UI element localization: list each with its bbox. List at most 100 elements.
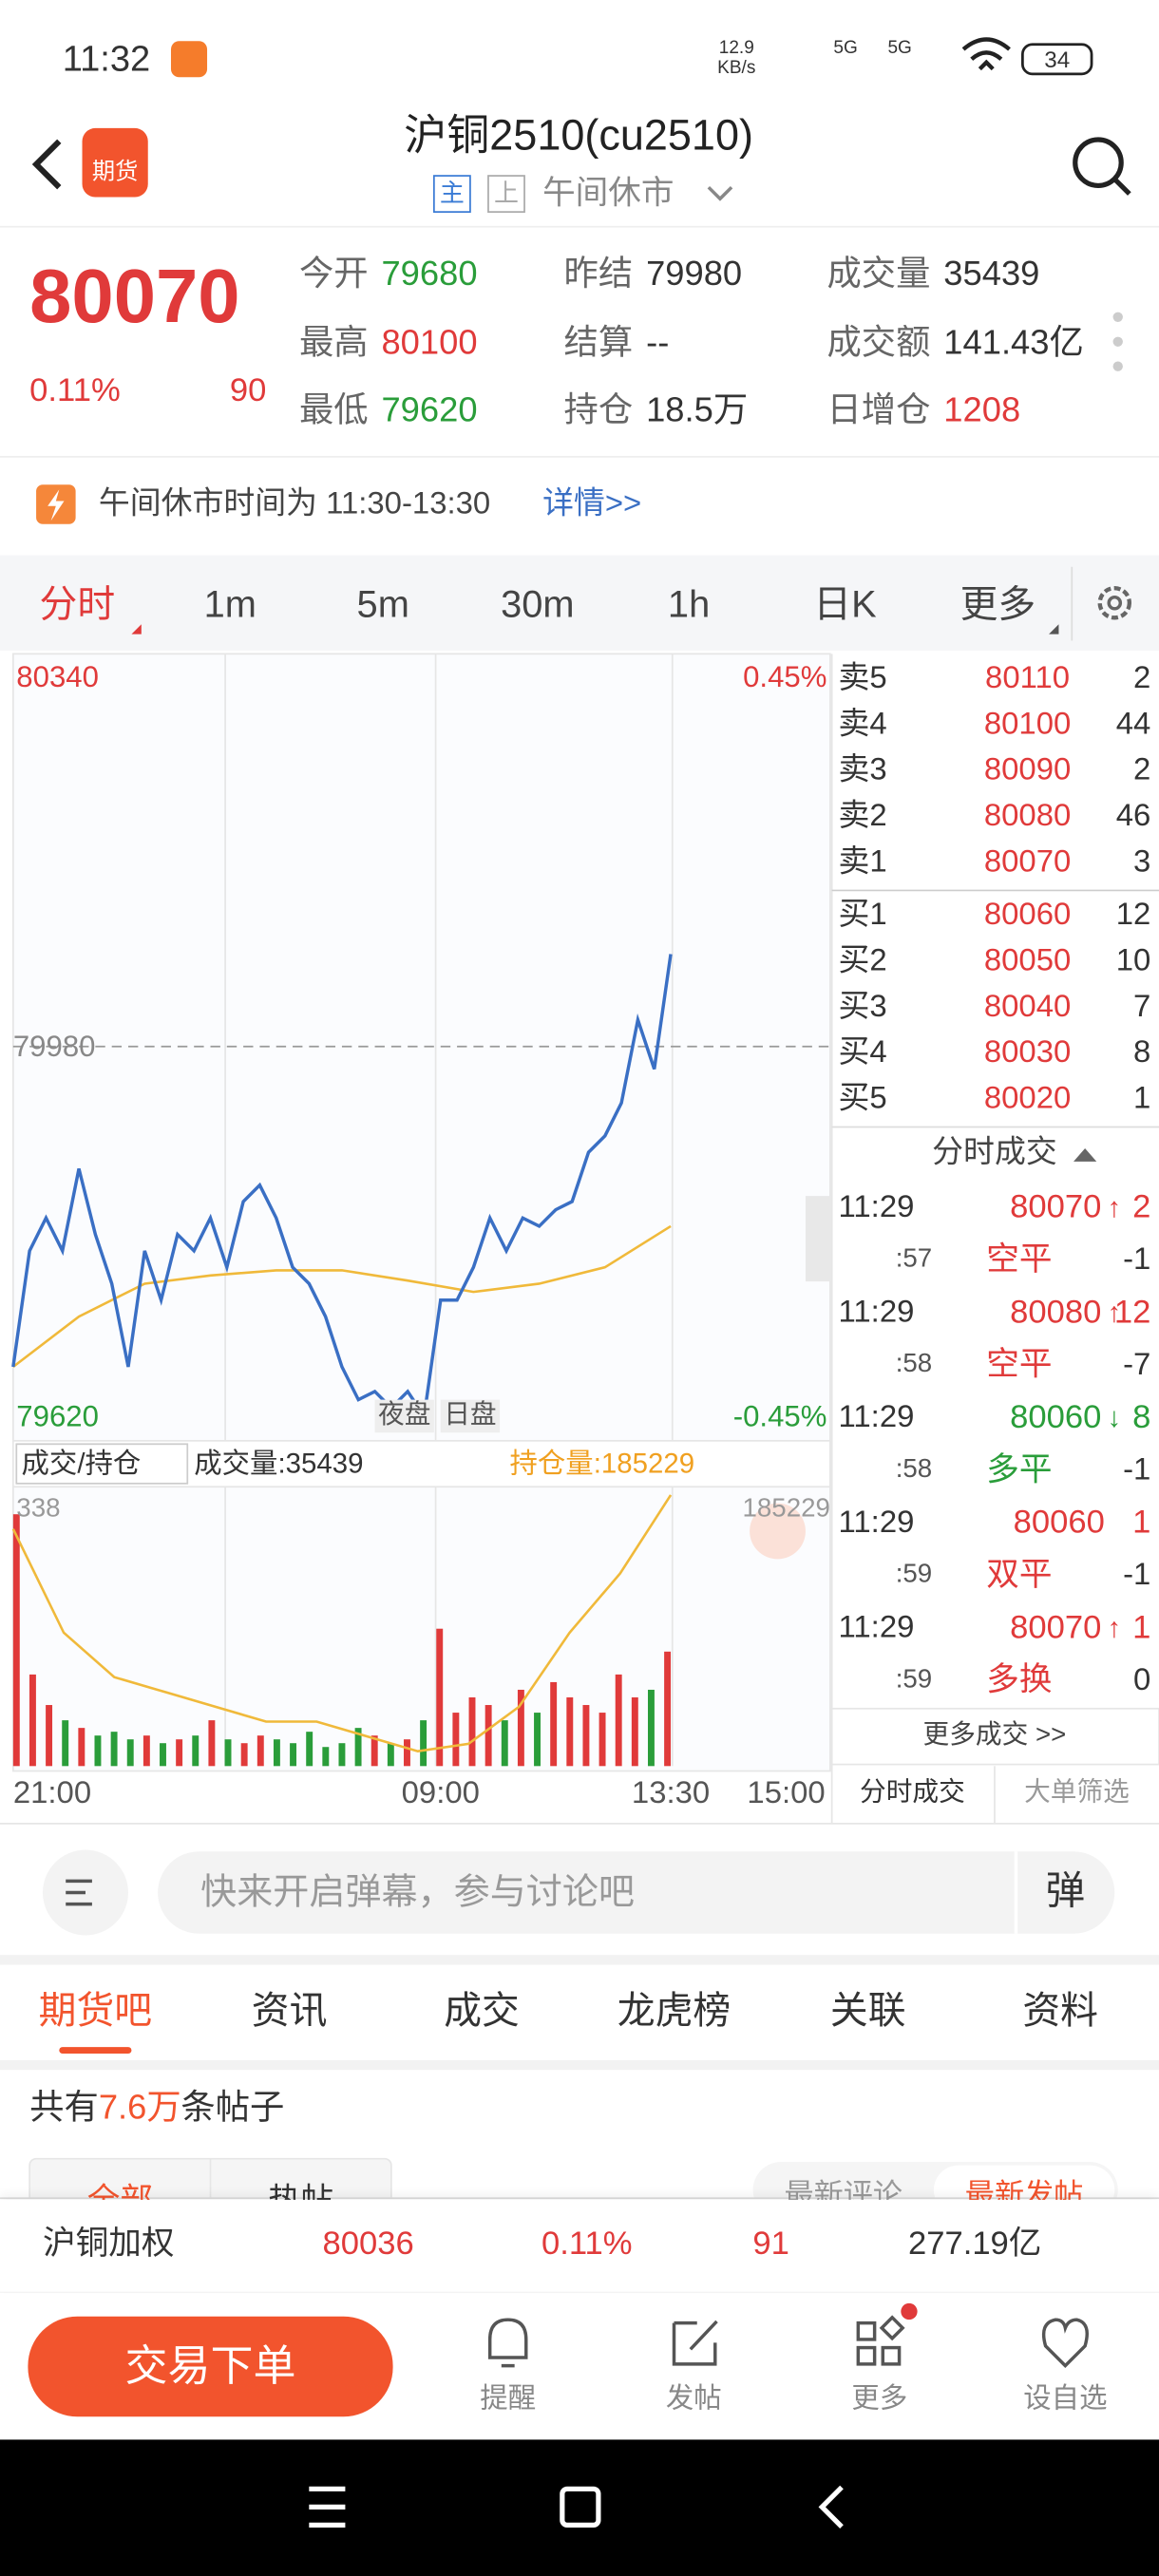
trade-qty: 8 [1132, 1399, 1151, 1436]
trade-time: 11:29 [838, 1190, 915, 1225]
period-tab[interactable]: 30m [501, 582, 575, 626]
search-button[interactable] [1073, 137, 1124, 189]
section-tab[interactable]: 期货吧 [38, 1988, 153, 2032]
trades-tab[interactable]: 分时成交 [860, 1779, 965, 1808]
book-qty: 12 [1115, 898, 1151, 933]
title: 沪铜2510(cu2510) [404, 109, 753, 160]
back-button[interactable] [31, 139, 62, 190]
book-price: 80050 [983, 943, 1072, 978]
x-tick-label: 13:30 [631, 1776, 711, 1811]
section-tab[interactable]: 龙虎榜 [617, 1988, 732, 2032]
tab-band [0, 555, 1159, 651]
book-price: 80030 [983, 1035, 1072, 1070]
nav-item[interactable]: 更多 [851, 2382, 908, 2415]
signal: 5G [887, 38, 912, 59]
trade-price: 80070 [1010, 1189, 1102, 1226]
stat-value: -- [646, 323, 670, 362]
volume-bar [354, 1728, 362, 1767]
pct-label: -0.45% [732, 1399, 827, 1433]
volume-bar [582, 1705, 590, 1767]
volume-bar [126, 1739, 134, 1767]
expand-button[interactable] [750, 1503, 806, 1560]
volume-bar [598, 1713, 606, 1767]
tab-underline [59, 2047, 132, 2054]
volume-total: 成交量:35439 [194, 1448, 364, 1480]
volume-bar [62, 1720, 69, 1767]
nav-item[interactable]: 设自选 [1023, 2382, 1108, 2415]
trade-qty: 2 [1132, 1189, 1151, 1226]
volume-bar [664, 1651, 672, 1767]
danmaku-icon [66, 1879, 92, 1906]
trade-time: 11:29 [838, 1610, 915, 1646]
nav-item[interactable]: 发帖 [665, 2382, 722, 2415]
volume-bar [240, 1743, 248, 1767]
period-tab[interactable]: 5m [356, 582, 409, 626]
collapse-arrow [1074, 1147, 1097, 1162]
period-tab[interactable]: 更多 [960, 582, 1036, 626]
period-tab[interactable]: 1h [667, 582, 711, 626]
home-key[interactable] [560, 2486, 601, 2528]
section-tab[interactable]: 资料 [1022, 1988, 1098, 2032]
volume-bar [94, 1735, 102, 1767]
comment-input[interactable] [158, 1851, 1115, 1934]
stat-label: 成交额 [826, 323, 931, 362]
posts-suffix: 条帖子 [180, 2089, 285, 2127]
notify-dot [901, 2302, 918, 2320]
volume-bar [322, 1747, 330, 1767]
section-tab[interactable]: 关联 [829, 1988, 906, 2032]
menu-key[interactable] [309, 2486, 346, 2528]
change: 90 [229, 372, 267, 409]
x-tick-label: 21:00 [12, 1776, 92, 1811]
collapse-handle[interactable] [805, 1196, 830, 1282]
book-price: 80080 [983, 799, 1072, 834]
trade-oi-change: -7 [1123, 1348, 1151, 1383]
period-tab[interactable]: 1m [203, 582, 256, 626]
section-tab[interactable]: 成交 [444, 1988, 520, 2032]
period-tab[interactable]: 分时 [39, 582, 116, 626]
volume-bar [517, 1689, 524, 1767]
book-price: 80060 [983, 898, 1072, 933]
section-tab[interactable]: 资讯 [251, 1988, 328, 2032]
book-qty: 7 [1133, 990, 1151, 1025]
indicator-selector[interactable]: 成交/持仓 [21, 1448, 142, 1480]
trade-button[interactable] [28, 2316, 393, 2417]
danmaku-button[interactable]: 弹 [1045, 1869, 1086, 1914]
book-label: 买4 [838, 1035, 887, 1070]
stat-label: 昨结 [563, 255, 634, 294]
period-tab[interactable]: 日K [813, 582, 877, 626]
trade-kind: 多换 [986, 1662, 1053, 1699]
stat-label: 今开 [298, 255, 369, 294]
notice-link[interactable]: 详情>> [542, 486, 642, 522]
price-line [11, 954, 673, 1421]
trade-arrow: ↑ [1107, 1297, 1122, 1329]
trade-button-label[interactable]: 交易下单 [124, 2340, 296, 2391]
stat-value: 35439 [943, 255, 1040, 294]
trades-tab[interactable]: 大单筛选 [1024, 1779, 1130, 1808]
nav-item[interactable]: 提醒 [480, 2382, 537, 2415]
trade-price: 80080 [1010, 1294, 1102, 1331]
volume-bar [420, 1720, 428, 1767]
volume-bar [110, 1732, 118, 1767]
settings-button[interactable] [1097, 586, 1132, 620]
volume-bar [615, 1674, 622, 1767]
trades-title: 分时成交 [932, 1136, 1057, 1171]
dropdown[interactable] [707, 185, 733, 201]
danmaku-toggle[interactable] [42, 1849, 128, 1936]
oi-max: 185229 [742, 1494, 830, 1524]
change-pct: 0.11% [29, 372, 121, 409]
back-key[interactable] [818, 2485, 844, 2529]
ticker-name[interactable]: 沪铜加权 [42, 2226, 175, 2263]
selector-box [15, 1443, 189, 1485]
book-price: 80090 [983, 753, 1072, 788]
stat-value: 80100 [381, 323, 478, 362]
more-trades[interactable]: 更多成交 >> [922, 1721, 1067, 1751]
stat-label: 最高 [298, 323, 369, 362]
book-price: 80100 [983, 707, 1072, 742]
volume-bar [306, 1732, 314, 1767]
book-label: 卖1 [838, 844, 887, 881]
trade-qty: 1 [1132, 1609, 1151, 1647]
trade-price: 80060 [1010, 1399, 1102, 1436]
volume-bar [224, 1739, 232, 1767]
stat-label: 日增仓 [826, 391, 931, 430]
